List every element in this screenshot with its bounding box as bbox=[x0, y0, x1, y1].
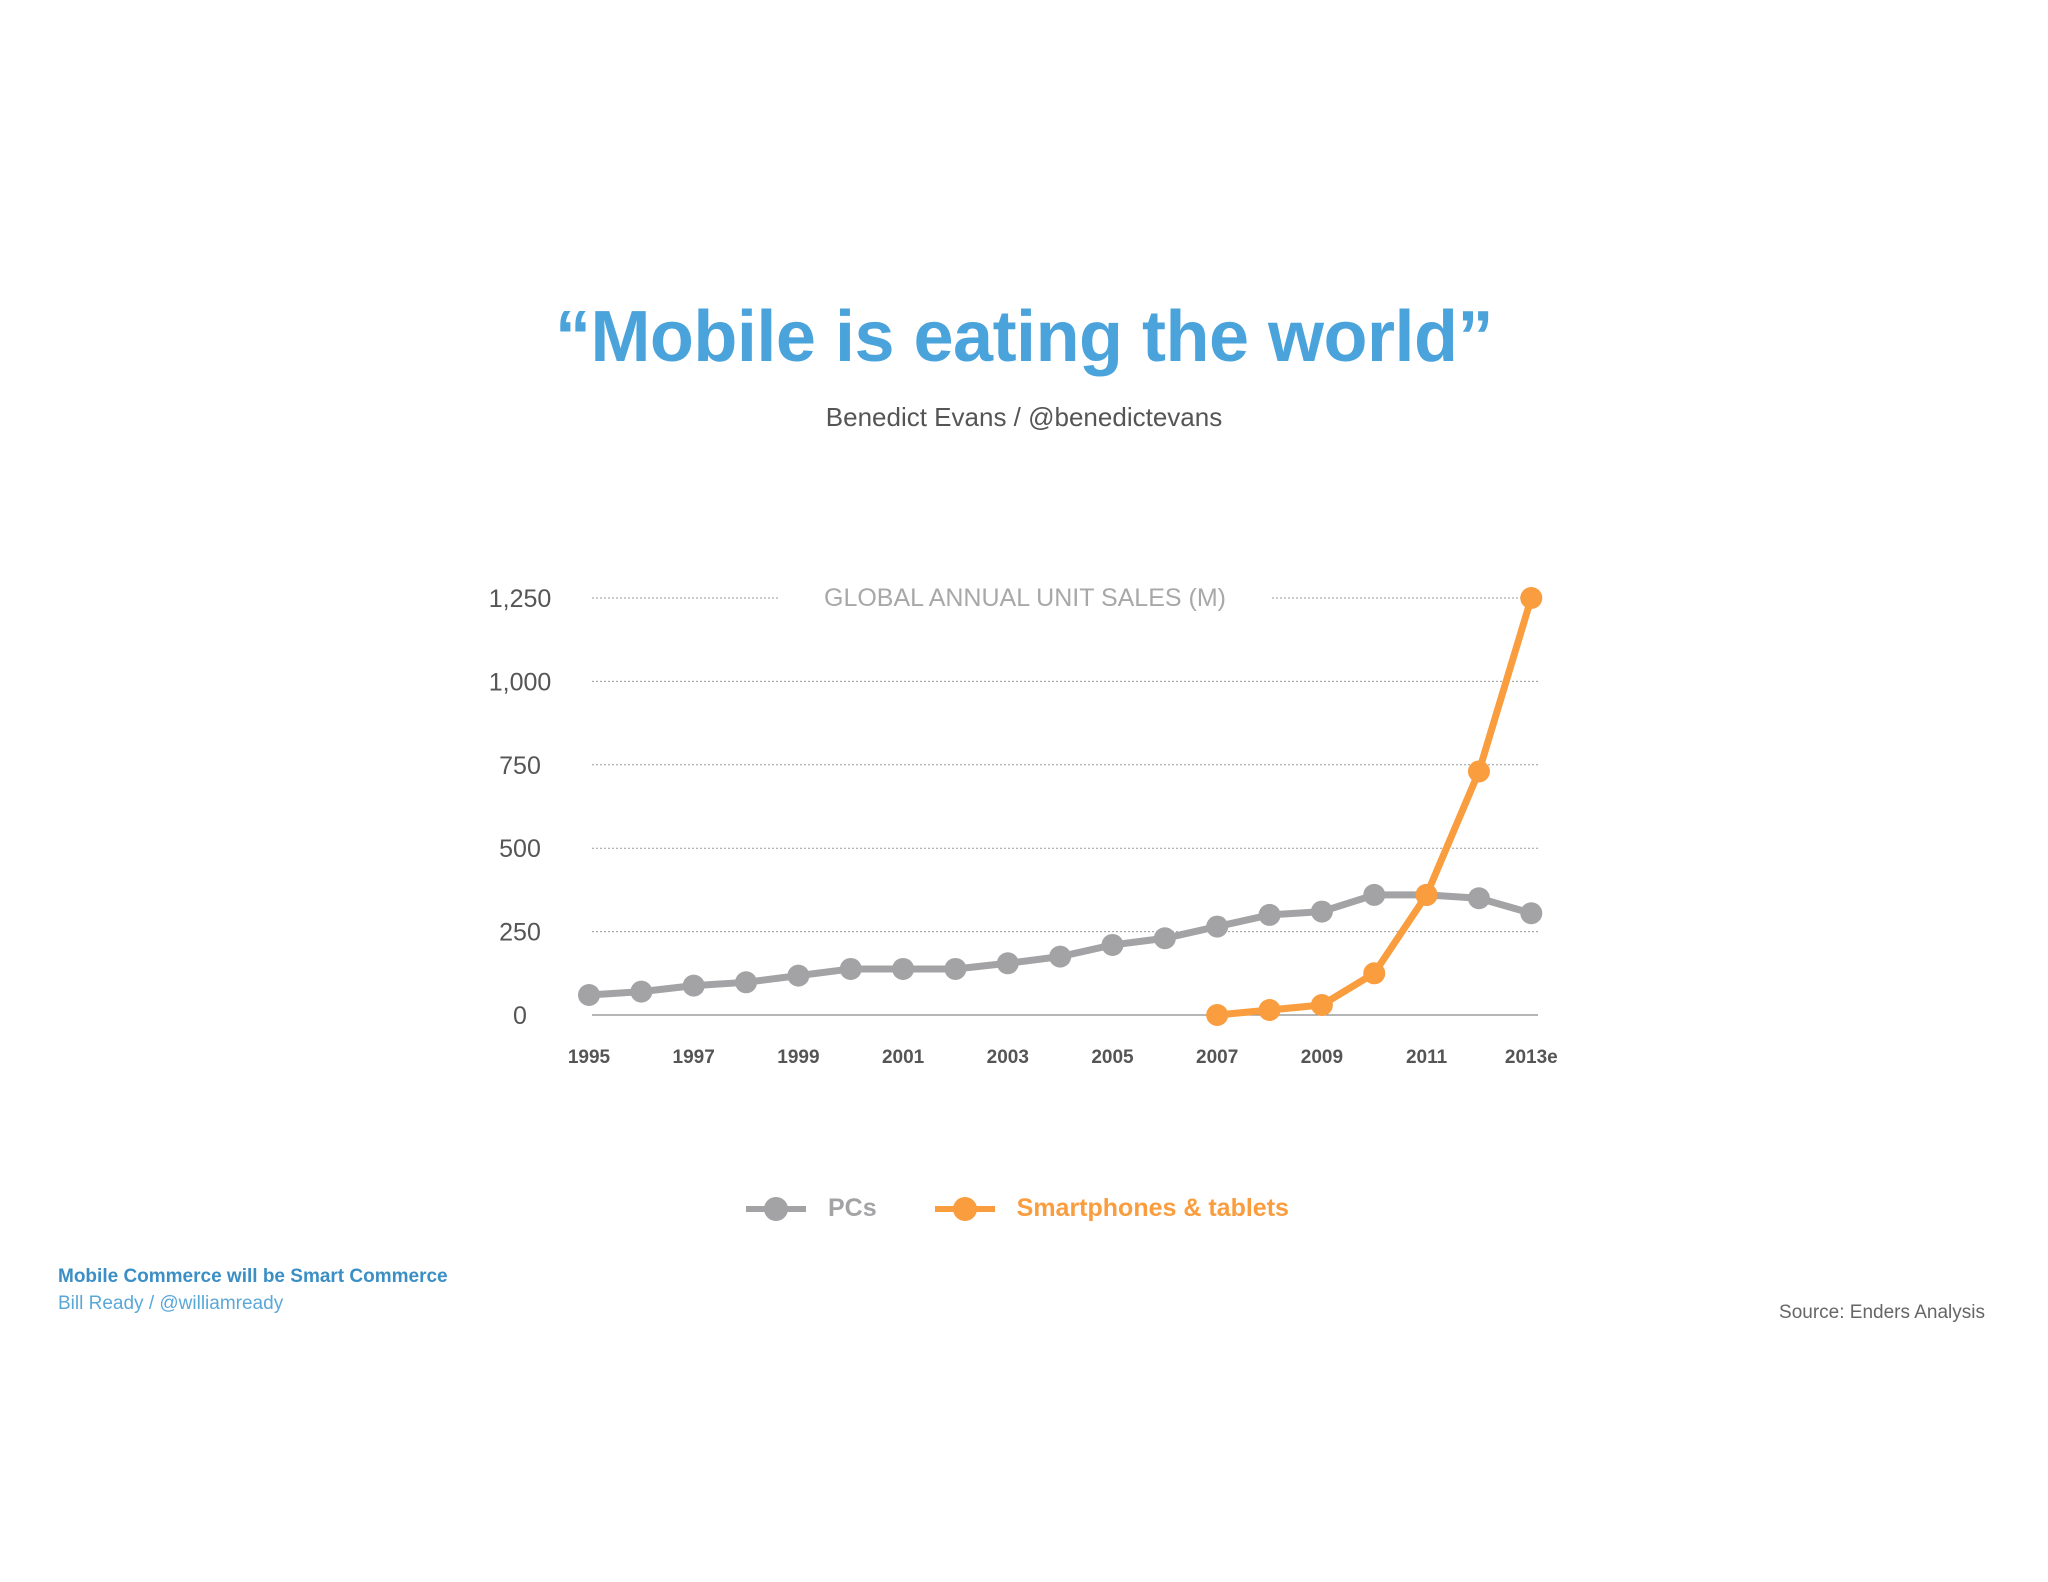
x-tick-label: 2007 bbox=[1196, 1047, 1238, 1068]
data-point bbox=[1258, 998, 1281, 1021]
legend-label-pcs: PCs bbox=[828, 1194, 877, 1222]
x-tick-label: 2003 bbox=[987, 1047, 1029, 1068]
gridlines: 0 250 500 750 1,000 1,250 bbox=[489, 585, 1538, 1030]
data-point bbox=[1467, 887, 1490, 910]
legend-swatch-mobile bbox=[934, 1196, 995, 1221]
series-pcs bbox=[578, 883, 1543, 1006]
data-point bbox=[1415, 883, 1438, 906]
data-point bbox=[1153, 927, 1176, 950]
data-point bbox=[630, 980, 653, 1003]
legend-swatch-pcs bbox=[746, 1196, 806, 1221]
y-tick-label: 0 bbox=[513, 1002, 527, 1030]
x-tick-label: 2013e bbox=[1505, 1047, 1558, 1068]
data-point bbox=[735, 971, 758, 994]
series-line bbox=[1213, 594, 1535, 1019]
x-tick-label: 1997 bbox=[673, 1047, 715, 1068]
data-point bbox=[1101, 933, 1124, 956]
y-tick-label: 750 bbox=[499, 752, 541, 780]
data-point bbox=[996, 952, 1019, 975]
x-tick-label: 2001 bbox=[882, 1047, 925, 1068]
data-point bbox=[1206, 1004, 1229, 1026]
x-axis-labels: 1995 1997 1999 2001 2003 2005 2007 2009 2011 2013… bbox=[568, 1047, 1558, 1068]
data-point bbox=[1467, 760, 1490, 783]
data-point bbox=[839, 957, 862, 980]
deck-title: Mobile Commerce will be Smart Commerce bbox=[58, 1266, 448, 1287]
x-tick-label: 2005 bbox=[1091, 1047, 1134, 1068]
data-point bbox=[1363, 883, 1386, 906]
data-point bbox=[1520, 902, 1543, 925]
y-tick-label: 500 bbox=[499, 835, 541, 863]
y-tick-label: 250 bbox=[499, 919, 541, 947]
data-point bbox=[1310, 900, 1333, 923]
data-point bbox=[682, 974, 705, 997]
deck-author: Bill Ready / @williamready bbox=[58, 1293, 284, 1314]
deck-credit: Mobile Commerce will be Smart Commerce B… bbox=[58, 1263, 448, 1317]
source-note: Source: Enders Analysis bbox=[1779, 1302, 1985, 1323]
data-point bbox=[892, 957, 915, 980]
x-tick-label: 1995 bbox=[568, 1047, 611, 1068]
x-tick-label: 2009 bbox=[1301, 1047, 1343, 1068]
legend-item-mobile: Smartphones & tablets bbox=[934, 1194, 1289, 1223]
slide-title: “Mobile is eating the world” bbox=[554, 297, 1494, 377]
chart-legend: PCs Smartphones & tablets bbox=[746, 1194, 1289, 1223]
slide-subtitle: Benedict Evans / @benedictevans bbox=[825, 402, 1223, 432]
y-tick-label: 1,250 bbox=[489, 585, 552, 613]
data-point bbox=[1258, 903, 1281, 926]
data-point bbox=[578, 983, 600, 1006]
data-point bbox=[1310, 993, 1333, 1016]
series-mobile bbox=[1206, 587, 1543, 1026]
data-point bbox=[787, 964, 810, 987]
y-tick-label: 1,000 bbox=[489, 668, 552, 696]
data-point bbox=[1520, 587, 1543, 609]
data-point bbox=[944, 957, 967, 980]
legend-item-pcs: PCs bbox=[746, 1194, 877, 1223]
legend-label-mobile: Smartphones & tablets bbox=[1016, 1194, 1289, 1222]
x-tick-label: 1999 bbox=[777, 1047, 819, 1068]
data-point bbox=[1206, 915, 1229, 938]
data-point bbox=[1049, 945, 1072, 968]
chart-title: GLOBAL ANNUAL UNIT SALES (M) bbox=[824, 584, 1226, 612]
x-tick-label: 2011 bbox=[1406, 1047, 1448, 1068]
data-point bbox=[1363, 962, 1386, 985]
